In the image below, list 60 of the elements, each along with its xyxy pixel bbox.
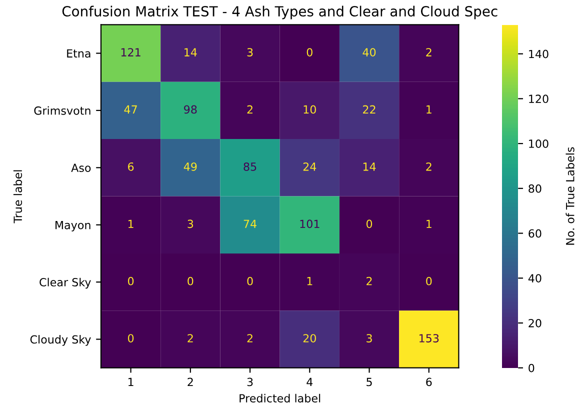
data-label: 20 xyxy=(303,334,316,342)
data-label: 2 xyxy=(426,48,432,56)
data-label: 3 xyxy=(188,220,194,228)
color-bar-label: 80 xyxy=(528,184,542,193)
y-tick-label: Aso xyxy=(71,164,91,172)
data-label: 153 xyxy=(420,334,439,342)
data-label: 0 xyxy=(188,276,194,286)
color-bar-label: 0 xyxy=(528,364,534,372)
data-label: 1 xyxy=(128,220,134,228)
data-label: 0 xyxy=(247,276,253,286)
y-tick-label: Mayon xyxy=(56,220,90,232)
data-label: 74 xyxy=(244,220,256,228)
color-bar-label: 20 xyxy=(528,318,542,328)
y-tick-label: Clear Sky xyxy=(40,278,91,289)
x-axis-title: Predicted label xyxy=(240,394,320,402)
data-label: 3 xyxy=(366,334,372,342)
data-label: 0 xyxy=(366,220,372,228)
data-label: 98 xyxy=(184,105,197,114)
data-label: 0 xyxy=(426,276,432,286)
data-label: 49 xyxy=(184,162,197,171)
color-bar-label: 100 xyxy=(529,140,548,148)
x-tick-label: 3 xyxy=(247,378,253,386)
data-label: 24 xyxy=(303,162,316,171)
color-bar-label: 120 xyxy=(529,94,548,104)
x-tick-label: 4 xyxy=(306,378,313,386)
data-label: 2 xyxy=(426,162,432,171)
x-tick-label: 2 xyxy=(188,378,193,386)
data-label: 2 xyxy=(188,334,193,342)
data-label: 47 xyxy=(124,105,137,114)
data-label: 0 xyxy=(128,276,134,286)
chart-title: Confusion Matrix TEST - 4 Ash Types and Clear and Cloud Spec xyxy=(62,6,498,20)
color-bar-title: No. of True Labels xyxy=(566,147,574,245)
color-bar-label: 140 xyxy=(529,50,548,58)
data-label: 85 xyxy=(244,162,256,171)
data-label: 14 xyxy=(363,162,376,171)
x-tick-label: 6 xyxy=(426,378,432,386)
data-label: 101 xyxy=(300,220,320,228)
data-label: 6 xyxy=(128,162,134,171)
y-tick-label: Etna xyxy=(67,49,90,58)
color-bar-label: 40 xyxy=(528,274,542,283)
data-label: 40 xyxy=(362,48,376,56)
data-label: 2 xyxy=(366,276,372,286)
data-label: 2 xyxy=(247,334,252,342)
data-label: 22 xyxy=(363,105,376,114)
x-tick-label: 1 xyxy=(128,378,134,386)
data-label: 0 xyxy=(128,334,134,342)
data-label: 2 xyxy=(247,105,252,114)
x-tick-label: 5 xyxy=(366,378,372,386)
data-label: 14 xyxy=(184,48,197,56)
data-label: 0 xyxy=(306,48,312,56)
color-bar-label: 60 xyxy=(528,229,542,238)
data-label: 121 xyxy=(121,48,140,56)
y-tick-label: Cloudy Sky xyxy=(30,335,91,346)
data-label: 3 xyxy=(247,48,253,56)
data-label: 1 xyxy=(426,105,432,114)
data-label: 1 xyxy=(307,277,312,286)
y-tick-label: Grimsvotn xyxy=(34,106,90,115)
y-axis-title: True label xyxy=(13,170,22,224)
data-label: 10 xyxy=(304,105,316,114)
data-label: 1 xyxy=(426,220,432,228)
